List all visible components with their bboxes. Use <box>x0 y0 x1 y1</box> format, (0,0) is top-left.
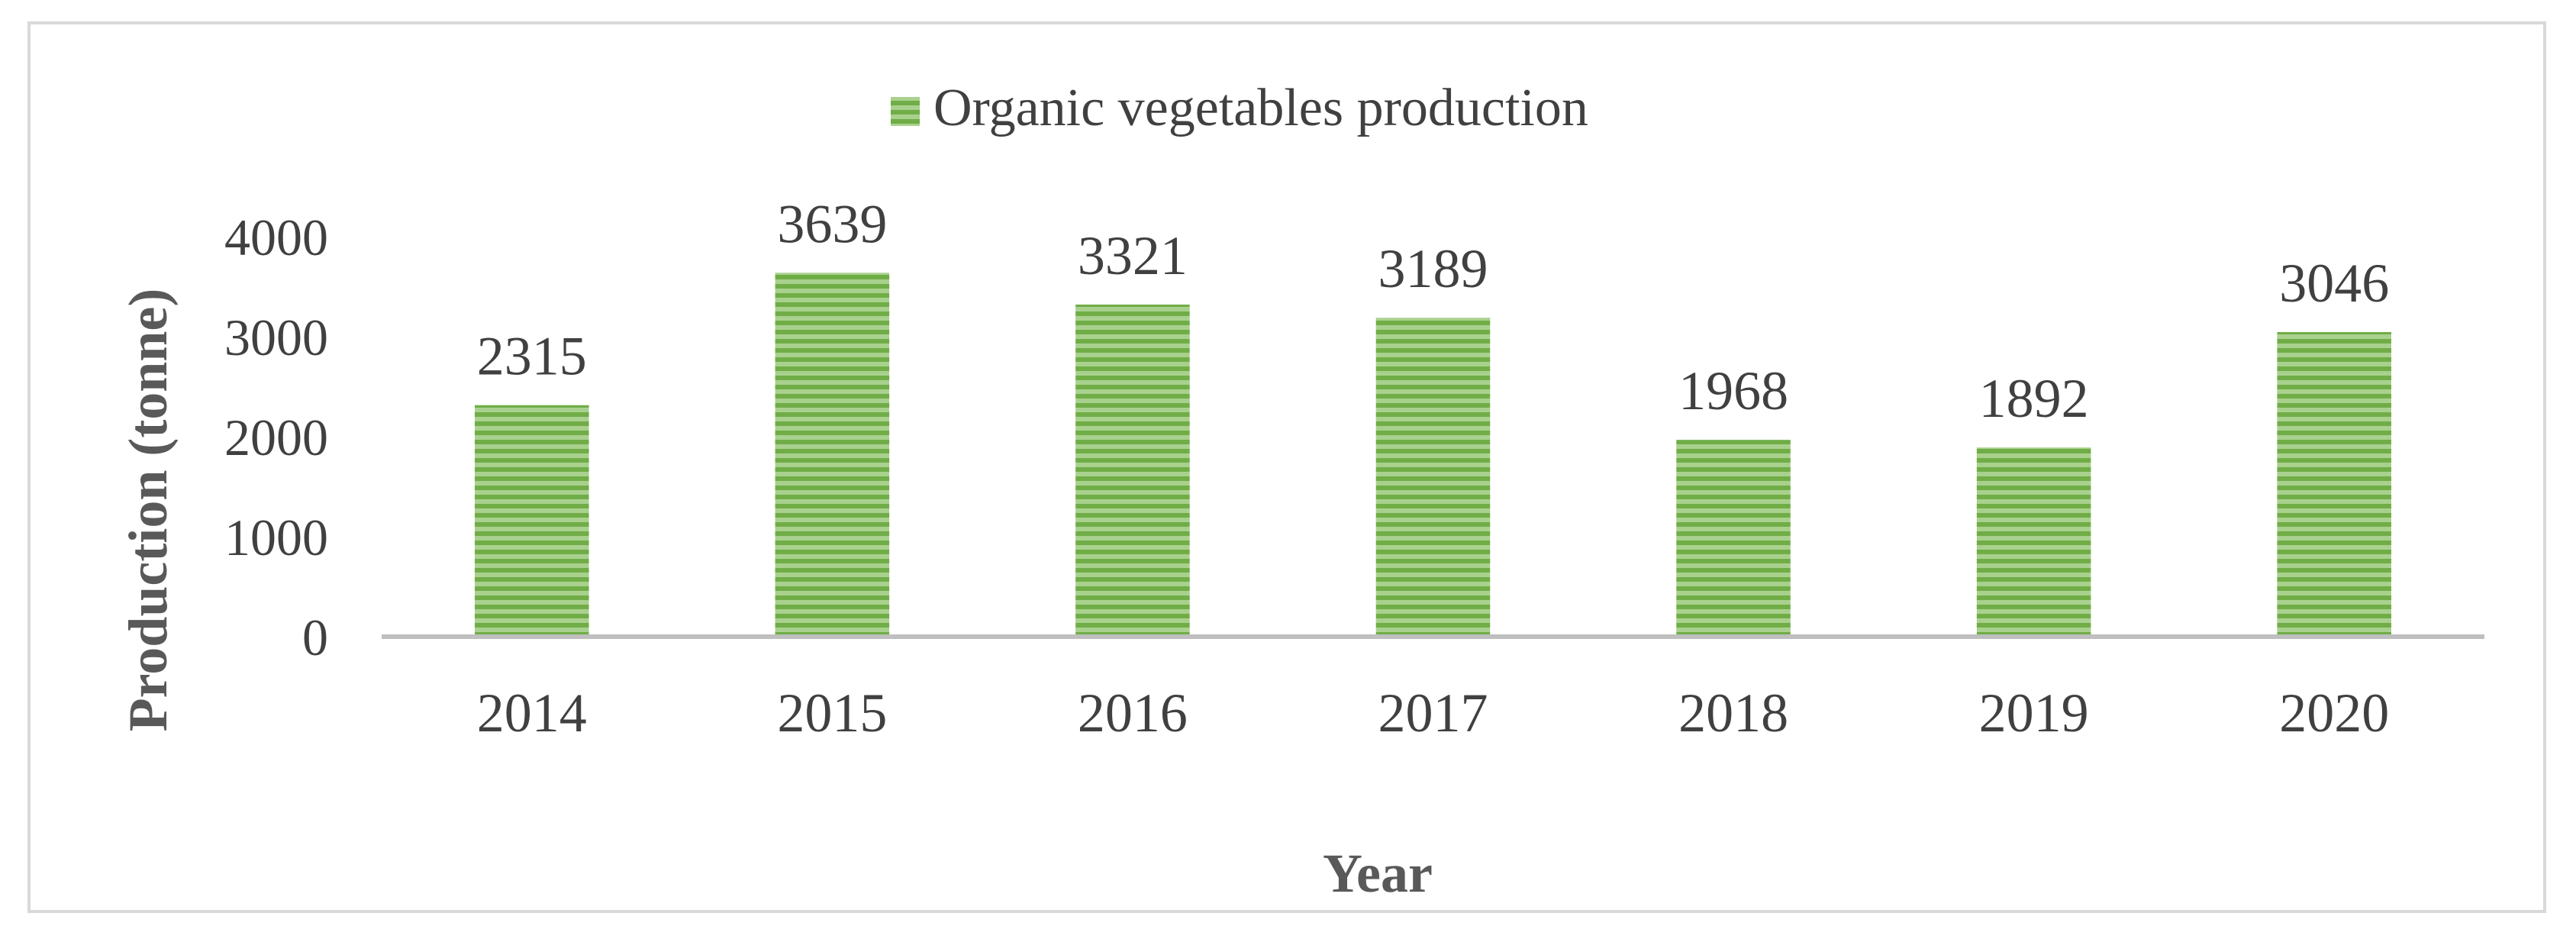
x-axis-ticks: 2014 2015 2016 2017 2018 2019 2020 <box>477 682 2389 744</box>
bar <box>475 405 589 637</box>
legend: Organic vegetables production <box>891 79 1588 137</box>
x-tick-label: 2019 <box>1979 682 2089 744</box>
y-tick-label: 4000 <box>224 208 328 266</box>
bar <box>1375 318 1491 637</box>
y-tick-label: 3000 <box>224 308 328 366</box>
y-tick-label: 0 <box>302 608 328 666</box>
bar-series <box>475 273 2391 637</box>
y-axis-ticks: 0 1000 2000 3000 4000 <box>224 208 328 666</box>
bar <box>2277 331 2391 637</box>
bar <box>1676 440 1791 637</box>
bar-value-label: 3321 <box>1078 225 1188 286</box>
x-tick-label: 2018 <box>1678 682 1788 744</box>
bar-value-label: 1892 <box>1979 368 2089 429</box>
x-tick-label: 2017 <box>1378 682 1488 744</box>
x-tick-label: 2014 <box>477 682 587 744</box>
y-axis-title: Production (tonne) <box>118 289 179 732</box>
x-tick-label: 2020 <box>2279 682 2389 744</box>
bar <box>1075 304 1190 637</box>
bar <box>775 273 890 637</box>
bar-value-label: 3046 <box>2279 253 2389 314</box>
bar-value-label: 1968 <box>1678 360 1788 421</box>
legend-swatch <box>891 97 920 126</box>
bar-value-label: 2315 <box>477 326 587 387</box>
x-tick-label: 2015 <box>777 682 887 744</box>
y-tick-label: 2000 <box>224 408 328 466</box>
chart-frame <box>27 21 2546 913</box>
bar-value-label: 3639 <box>777 193 887 254</box>
data-labels: 2315 3639 3321 3189 1968 1892 3046 <box>477 193 2389 429</box>
x-tick-label: 2016 <box>1078 682 1188 744</box>
y-tick-label: 1000 <box>224 508 328 566</box>
bar <box>1976 447 2091 637</box>
x-axis-title: Year <box>1323 843 1433 904</box>
legend-label: Organic vegetables production <box>933 79 1588 137</box>
bar-value-label: 3189 <box>1378 238 1488 299</box>
